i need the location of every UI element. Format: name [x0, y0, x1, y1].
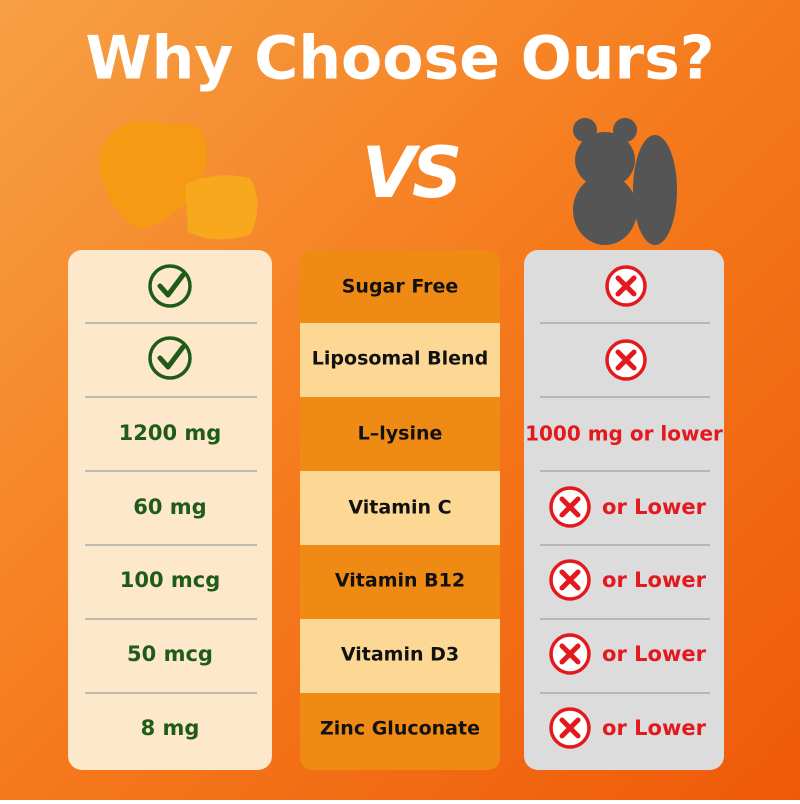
theirs-value: or Lower	[602, 568, 707, 592]
x-icon	[551, 635, 589, 673]
gray-bear	[573, 118, 677, 245]
row-dividers	[85, 322, 710, 694]
feature: L–lysine	[358, 423, 443, 445]
ours-panel	[68, 250, 272, 770]
x-icon	[607, 341, 645, 379]
x-icon	[551, 709, 589, 747]
vs-label: VS	[362, 132, 459, 214]
feature: Sugar Free	[342, 276, 459, 298]
ours-value: 100 mcg	[120, 568, 221, 592]
theirs-value: or Lower	[602, 642, 707, 666]
feature-column	[300, 250, 500, 770]
orange-gummy	[99, 120, 258, 240]
x-icon	[551, 488, 589, 526]
theirs-value: or Lower	[602, 716, 707, 740]
x-icon	[607, 267, 645, 305]
ours-value: 8 mg	[141, 716, 200, 740]
feature: Vitamin C	[348, 497, 451, 519]
ours-value: 1200 mg	[119, 421, 222, 445]
feature: Vitamin B12	[335, 570, 465, 592]
theirs-value: or Lower	[602, 495, 707, 519]
ours-value: 60 mg	[133, 495, 206, 519]
feature: Vitamin D3	[341, 644, 459, 666]
x-icon	[551, 561, 589, 599]
feature: Zinc Gluconate	[320, 718, 480, 740]
title: Why Choose Ours?	[85, 24, 714, 94]
ours-value: 50 mcg	[127, 642, 213, 666]
theirs-value: 1000 mg or lower	[525, 422, 723, 446]
feature: Liposomal Blend	[312, 348, 488, 370]
